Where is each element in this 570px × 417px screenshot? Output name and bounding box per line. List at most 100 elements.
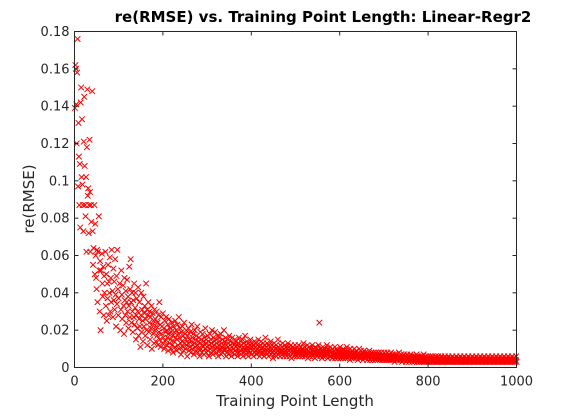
data-point <box>300 340 307 347</box>
data-point <box>132 336 140 343</box>
data-point <box>84 86 91 93</box>
data-point <box>207 336 214 343</box>
data-point <box>74 183 82 190</box>
data-point <box>114 246 121 254</box>
data-point <box>196 353 203 360</box>
x-tick-label: 0 <box>70 375 78 390</box>
data-point <box>205 353 213 360</box>
data-point <box>269 355 277 362</box>
y-tick-label: 0.08 <box>41 212 70 227</box>
data-point <box>97 267 105 274</box>
data-point <box>139 317 146 324</box>
data-point <box>224 336 231 343</box>
data-point <box>174 321 181 328</box>
data-point <box>145 328 152 336</box>
data-point <box>135 315 143 323</box>
plot-axes <box>74 31 517 368</box>
x-tick-label: 1000 <box>500 375 533 390</box>
data-point <box>164 321 171 328</box>
data-point <box>134 284 142 291</box>
data-point <box>239 336 246 343</box>
data-point <box>512 358 519 366</box>
data-point <box>323 341 331 349</box>
data-point <box>86 188 94 196</box>
data-point <box>94 248 102 255</box>
data-point <box>124 308 131 315</box>
data-point <box>97 327 104 334</box>
data-point <box>180 319 188 326</box>
data-point <box>210 341 217 349</box>
data-point <box>116 280 123 287</box>
data-point <box>267 338 274 345</box>
data-point <box>221 338 228 345</box>
data-point <box>104 261 112 268</box>
data-point <box>150 330 157 338</box>
data-point <box>325 347 333 354</box>
data-point <box>202 340 209 347</box>
data-point <box>182 345 189 352</box>
data-point <box>130 313 137 321</box>
data-point <box>81 162 88 170</box>
data-point <box>148 345 156 352</box>
data-point <box>105 278 113 285</box>
data-point <box>158 330 165 338</box>
data-point <box>149 321 156 328</box>
data-point <box>216 347 223 354</box>
data-point <box>80 138 87 145</box>
data-point <box>175 330 182 338</box>
plot-box <box>74 31 517 368</box>
data-point <box>137 312 144 319</box>
data-point <box>178 328 185 336</box>
data-point <box>81 93 88 100</box>
data-point <box>156 299 163 306</box>
x-tick-label: 400 <box>239 375 264 390</box>
data-point <box>187 349 194 356</box>
data-point <box>241 345 248 352</box>
y-tick-label: 0.02 <box>41 324 70 339</box>
data-point <box>190 330 197 338</box>
data-point <box>274 336 281 343</box>
y-tick-label: 0 <box>61 361 69 376</box>
data-point <box>247 336 254 343</box>
data-point <box>74 35 81 43</box>
data-point <box>173 327 180 334</box>
chart-title: re(RMSE) vs. Training Point Length: Line… <box>115 8 532 26</box>
data-point <box>184 332 191 339</box>
data-point <box>122 287 129 295</box>
data-point <box>245 353 252 360</box>
data-point <box>132 289 139 296</box>
data-point <box>235 334 243 341</box>
data-point <box>138 289 145 296</box>
data-point <box>165 347 172 354</box>
data-point <box>131 321 138 328</box>
data-point <box>98 250 106 257</box>
data-point <box>214 353 222 360</box>
data-point <box>191 340 198 347</box>
data-point <box>91 201 98 209</box>
data-point <box>107 308 114 315</box>
data-point <box>255 336 262 343</box>
data-point <box>234 353 241 360</box>
data-point <box>94 299 101 306</box>
data-point <box>187 328 194 336</box>
data-point <box>92 252 99 259</box>
data-point <box>169 341 176 349</box>
data-point <box>130 297 137 304</box>
data-point <box>123 276 131 283</box>
data-point <box>166 340 173 347</box>
data-point <box>111 306 118 313</box>
data-point <box>154 341 162 349</box>
data-point <box>202 325 209 332</box>
data-point <box>175 313 182 321</box>
data-point <box>208 327 216 334</box>
data-point <box>99 293 106 300</box>
data-point <box>76 160 83 168</box>
data-point <box>233 349 240 356</box>
data-point <box>103 317 110 324</box>
data-point <box>79 201 87 209</box>
data-point <box>171 343 178 351</box>
y-tick-label: 0.12 <box>41 137 70 152</box>
data-point <box>302 351 310 358</box>
